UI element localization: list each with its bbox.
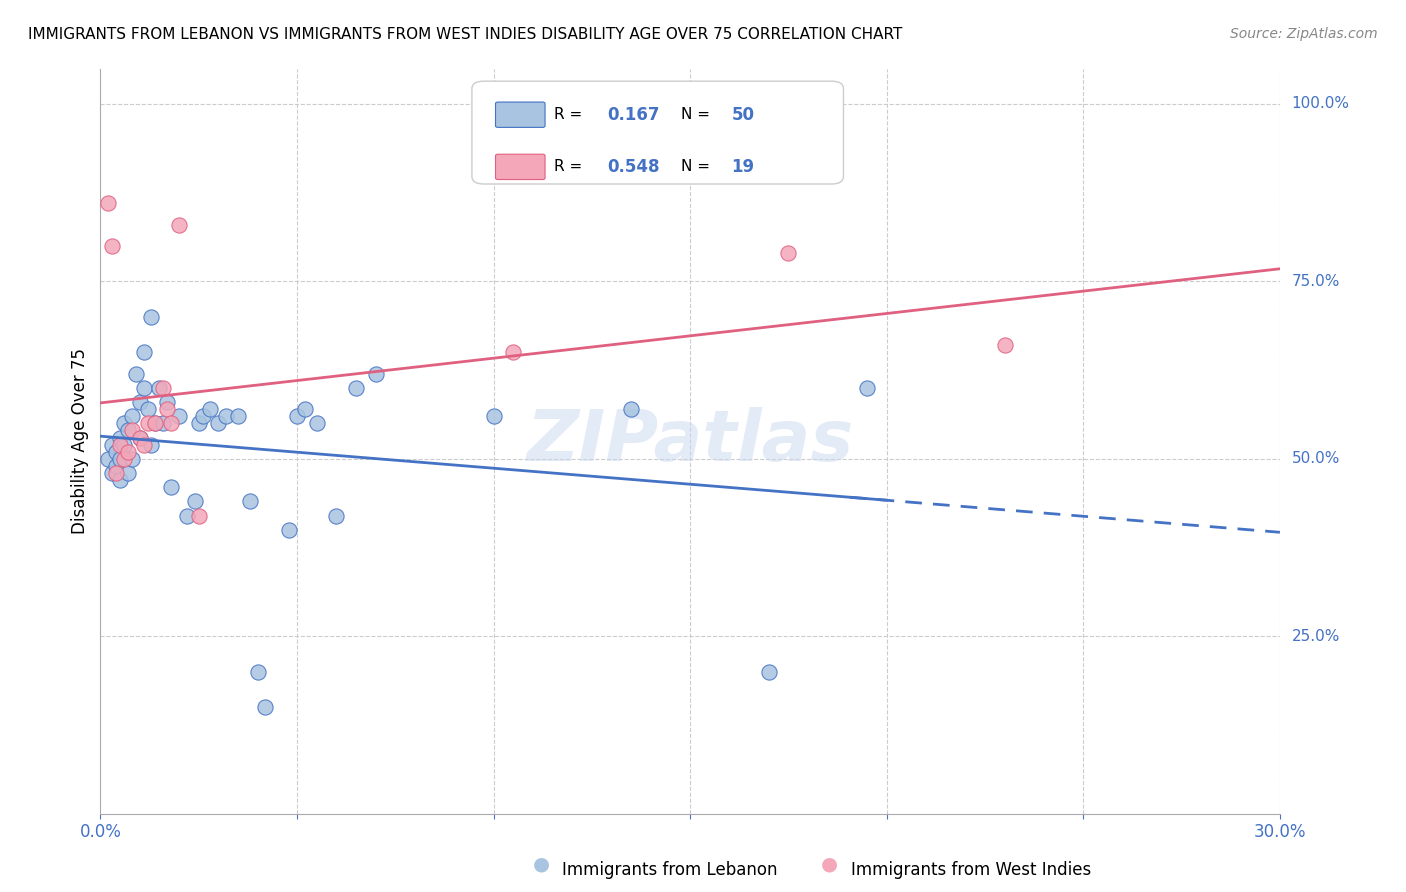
Point bbox=[97, 451, 120, 466]
Point bbox=[121, 409, 143, 424]
Point bbox=[160, 417, 183, 431]
Text: Source: ZipAtlas.com: Source: ZipAtlas.com bbox=[1230, 27, 1378, 41]
FancyBboxPatch shape bbox=[472, 81, 844, 184]
Point bbox=[108, 437, 131, 451]
Point bbox=[105, 466, 128, 480]
Text: 50: 50 bbox=[731, 106, 755, 124]
Point bbox=[207, 417, 229, 431]
Point bbox=[856, 381, 879, 395]
Point bbox=[132, 345, 155, 359]
Point bbox=[101, 466, 124, 480]
Point bbox=[112, 451, 135, 466]
Text: 0.167: 0.167 bbox=[607, 106, 659, 124]
Text: 0.548: 0.548 bbox=[607, 158, 659, 176]
Text: 75.0%: 75.0% bbox=[1292, 274, 1340, 289]
Point bbox=[502, 345, 524, 359]
Point bbox=[112, 437, 135, 451]
Point bbox=[215, 409, 238, 424]
Point bbox=[141, 310, 163, 324]
Point bbox=[136, 402, 159, 417]
Point bbox=[128, 430, 150, 444]
Point bbox=[145, 417, 167, 431]
Point bbox=[239, 494, 262, 508]
Point bbox=[117, 424, 139, 438]
Point bbox=[121, 451, 143, 466]
Point bbox=[101, 239, 124, 253]
Point bbox=[145, 417, 167, 431]
Point bbox=[97, 196, 120, 211]
Point bbox=[132, 381, 155, 395]
Point bbox=[482, 409, 505, 424]
Point bbox=[325, 508, 347, 523]
Point bbox=[156, 395, 179, 409]
Text: IMMIGRANTS FROM LEBANON VS IMMIGRANTS FROM WEST INDIES DISABILITY AGE OVER 75 CO: IMMIGRANTS FROM LEBANON VS IMMIGRANTS FR… bbox=[28, 27, 903, 42]
Text: N =: N = bbox=[681, 160, 710, 174]
Text: R =: R = bbox=[554, 160, 582, 174]
Point bbox=[305, 417, 328, 431]
Text: ●: ● bbox=[821, 855, 838, 873]
Point bbox=[167, 409, 190, 424]
Point bbox=[364, 367, 387, 381]
Point bbox=[183, 494, 205, 508]
Point bbox=[778, 246, 800, 260]
Point bbox=[152, 417, 174, 431]
Point bbox=[344, 381, 367, 395]
Point bbox=[246, 665, 269, 679]
Text: 100.0%: 100.0% bbox=[1292, 96, 1350, 112]
Text: ZIPatlas: ZIPatlas bbox=[526, 407, 853, 475]
Point bbox=[117, 466, 139, 480]
Text: 50.0%: 50.0% bbox=[1292, 451, 1340, 467]
Point bbox=[108, 451, 131, 466]
Point bbox=[167, 218, 190, 232]
Text: 19: 19 bbox=[731, 158, 755, 176]
FancyBboxPatch shape bbox=[495, 154, 546, 179]
Point bbox=[254, 700, 277, 714]
Point bbox=[141, 437, 163, 451]
Point bbox=[105, 444, 128, 458]
Text: 25.0%: 25.0% bbox=[1292, 629, 1340, 644]
Point bbox=[176, 508, 198, 523]
Point bbox=[101, 437, 124, 451]
Point bbox=[278, 523, 301, 537]
Point bbox=[112, 417, 135, 431]
Point bbox=[136, 417, 159, 431]
Text: Immigrants from Lebanon: Immigrants from Lebanon bbox=[562, 861, 778, 879]
Y-axis label: Disability Age Over 75: Disability Age Over 75 bbox=[72, 348, 89, 534]
Text: ●: ● bbox=[533, 855, 550, 873]
Point bbox=[156, 402, 179, 417]
Point bbox=[152, 381, 174, 395]
Text: R =: R = bbox=[554, 107, 582, 122]
Point bbox=[108, 430, 131, 444]
Point bbox=[148, 381, 170, 395]
Point bbox=[108, 473, 131, 487]
Point bbox=[620, 402, 643, 417]
Point bbox=[226, 409, 249, 424]
Text: N =: N = bbox=[681, 107, 710, 122]
Point bbox=[128, 430, 150, 444]
Point bbox=[105, 458, 128, 473]
Point bbox=[187, 417, 209, 431]
Point bbox=[758, 665, 780, 679]
Point bbox=[125, 367, 148, 381]
Point bbox=[200, 402, 222, 417]
Point bbox=[121, 424, 143, 438]
Point bbox=[294, 402, 316, 417]
Point bbox=[285, 409, 308, 424]
Point bbox=[994, 338, 1017, 352]
Point bbox=[160, 480, 183, 494]
Point bbox=[132, 437, 155, 451]
Point bbox=[128, 395, 150, 409]
FancyBboxPatch shape bbox=[495, 102, 546, 128]
Point bbox=[117, 444, 139, 458]
Point bbox=[187, 508, 209, 523]
Point bbox=[191, 409, 214, 424]
Text: Immigrants from West Indies: Immigrants from West Indies bbox=[851, 861, 1091, 879]
